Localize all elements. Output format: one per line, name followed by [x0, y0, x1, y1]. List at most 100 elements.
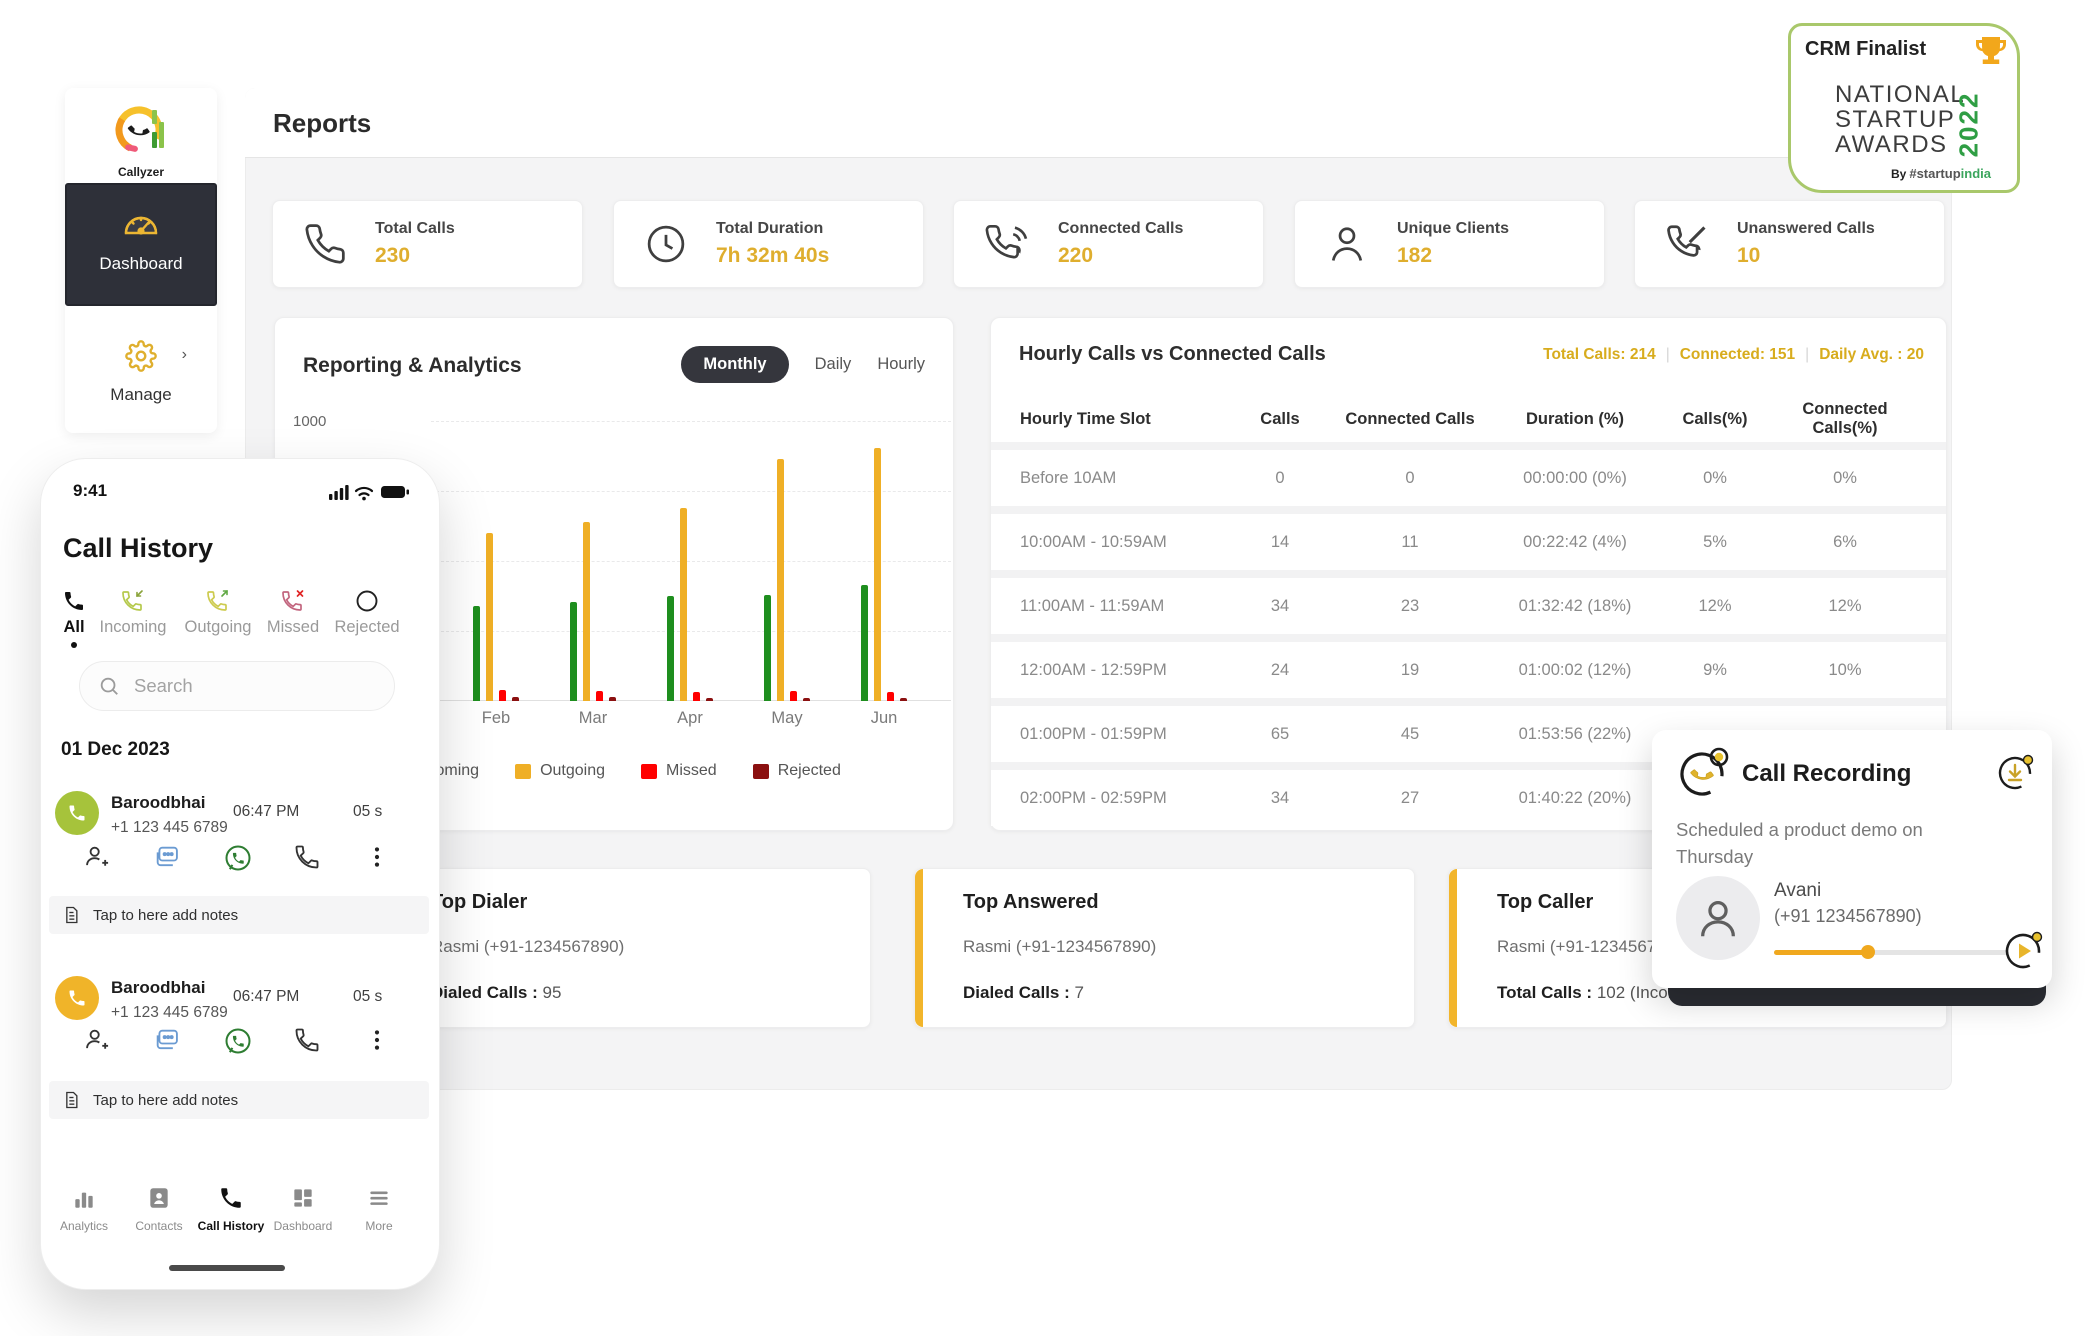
- chart-title: Reporting & Analytics: [303, 354, 522, 377]
- bar-outgoing: [777, 459, 784, 701]
- call-time: 06:47 PM: [233, 803, 300, 820]
- add-contact-icon[interactable]: [83, 843, 111, 871]
- call-icon[interactable]: [293, 843, 321, 871]
- table-row: 10:00AM - 10:59AM 14 11 00:22:42 (4%) 5% 6%: [991, 514, 1946, 570]
- summary-daily-avg: Daily Avg. : 20: [1819, 346, 1924, 363]
- whatsapp-icon[interactable]: [223, 843, 253, 873]
- add-note-field[interactable]: Tap to here add notes: [49, 896, 429, 934]
- legend-item-missed: Missed: [641, 762, 717, 780]
- play-icon[interactable]: [2002, 928, 2046, 972]
- tab-daily[interactable]: Daily: [814, 355, 852, 373]
- bar-incoming: [764, 595, 771, 701]
- contact-name: Baroodbhai: [111, 978, 206, 997]
- contact-name: Baroodbhai: [111, 793, 206, 812]
- nav-more[interactable]: More: [342, 1185, 416, 1233]
- bar-rejected: [609, 697, 616, 701]
- card-title: Top Caller: [1497, 891, 1594, 913]
- recording-contact-name: Avani: [1774, 880, 1822, 901]
- whatsapp-icon[interactable]: [223, 1026, 253, 1056]
- recording-description: Scheduled a product demo on Thursday: [1676, 819, 1923, 867]
- gauge-icon: [121, 207, 161, 239]
- stat-card-total-duration: Total Duration 7h 32m 40s: [613, 200, 924, 288]
- note-icon: [61, 905, 81, 925]
- top-answered-card: Top Answered Rasmi (+91-1234567890) Dial…: [914, 868, 1415, 1028]
- table-title: Hourly Calls vs Connected Calls: [1019, 343, 1326, 365]
- call-entry[interactable]: [55, 976, 99, 1020]
- filter-outgoing[interactable]: Outgoing: [183, 589, 253, 637]
- phone-connected-icon: [984, 222, 1030, 266]
- more-options-icon[interactable]: [363, 843, 391, 871]
- award-year: 2022: [1953, 91, 1984, 157]
- bar-incoming: [667, 596, 674, 701]
- add-note-field[interactable]: Tap to here add notes: [49, 1081, 429, 1119]
- call-icon[interactable]: [293, 1026, 321, 1054]
- y-axis-tick: 1000: [293, 413, 327, 430]
- message-icon[interactable]: [153, 1026, 181, 1054]
- person-icon: [1325, 222, 1369, 266]
- x-axis-label: Feb: [481, 709, 511, 727]
- search-input[interactable]: Search: [79, 661, 395, 711]
- avatar: [55, 976, 99, 1020]
- bar-rejected: [900, 698, 907, 701]
- award-byline: By #startupindia: [1891, 166, 1991, 181]
- bar-missed: [499, 690, 506, 701]
- progress-knob[interactable]: [1860, 945, 1875, 959]
- bar-group-apr: [667, 508, 713, 701]
- nav-contacts[interactable]: Contacts: [122, 1185, 196, 1233]
- stat-value: 182: [1397, 244, 1433, 267]
- home-indicator[interactable]: [169, 1265, 285, 1271]
- date-header: 01 Dec 2023: [61, 739, 170, 760]
- download-icon[interactable]: [1996, 752, 2036, 792]
- table-row: 12:00AM - 12:59PM 24 19 01:00:02 (12%) 9% 10%: [991, 642, 1946, 698]
- stat-label: Connected Calls: [1058, 220, 1184, 237]
- recording-contact-number: (+91 1234567890): [1774, 906, 1922, 926]
- filter-all[interactable]: All: [41, 589, 109, 648]
- bar-incoming: [473, 606, 480, 701]
- tab-monthly[interactable]: Monthly: [681, 346, 789, 383]
- contact-number: +1 123 445 6789: [111, 819, 228, 836]
- more-options-icon[interactable]: [363, 1026, 391, 1054]
- sidebar-item-manage[interactable]: › Manage: [65, 328, 217, 405]
- x-axis-label: Jun: [870, 709, 898, 727]
- stat-value: 220: [1058, 244, 1094, 267]
- badge-heading: CRM Finalist: [1805, 38, 1927, 60]
- hourly-table: Hourly Time Slot Calls Connected Calls Dura…: [991, 396, 1946, 826]
- x-axis-label: Apr: [677, 709, 703, 727]
- message-icon[interactable]: [153, 843, 181, 871]
- x-axis-label: May: [771, 709, 803, 727]
- filter-rejected[interactable]: Rejected: [332, 589, 402, 637]
- status-time: 9:41: [73, 481, 108, 500]
- battery-icon: [381, 486, 409, 498]
- nav-dashboard[interactable]: Dashboard: [266, 1185, 340, 1233]
- contact-number: +1 123 445 6789: [111, 1004, 228, 1021]
- bar-group-jun: [861, 448, 907, 701]
- award-badge: CRM Finalist NATIONAL STARTUP AWARDS 202…: [1788, 23, 2020, 193]
- page-title: Reports: [273, 108, 372, 138]
- add-contact-icon[interactable]: [83, 1026, 111, 1054]
- stat-label: Total Calls: [375, 220, 455, 237]
- bar-missed: [790, 691, 797, 701]
- legend-item-rejected: Rejected: [752, 762, 841, 780]
- stat-value: 7h 32m 40s: [716, 244, 830, 267]
- call-entry[interactable]: [55, 791, 99, 835]
- filter-incoming[interactable]: Incoming: [98, 589, 168, 637]
- tab-hourly[interactable]: Hourly: [877, 355, 925, 373]
- bar-group-mar: [570, 522, 616, 701]
- bar-group-feb: [473, 533, 519, 701]
- award-title: NATIONAL STARTUP AWARDS: [1835, 81, 1966, 158]
- callyzer-logo-icon: [113, 102, 169, 158]
- nav-call-history[interactable]: Call History: [194, 1185, 268, 1233]
- nav-analytics[interactable]: Analytics: [47, 1185, 121, 1233]
- stat-value: 10: [1737, 244, 1761, 267]
- stat-label: Unanswered Calls: [1737, 220, 1875, 237]
- avatar: [55, 791, 99, 835]
- playback-progress-slider[interactable]: [1774, 945, 2008, 959]
- signal-icon: [329, 485, 349, 500]
- stat-card-unanswered-calls: Unanswered Calls 10: [1634, 200, 1945, 288]
- card-title: Top Answered: [963, 891, 1099, 913]
- sidebar-item-dashboard[interactable]: Dashboard: [65, 183, 217, 306]
- gear-icon: [125, 340, 157, 372]
- filter-missed[interactable]: Missed: [258, 589, 328, 637]
- reports-header: Reports: [245, 88, 1952, 158]
- card-stat: Dialed Calls : 7: [963, 983, 1084, 1002]
